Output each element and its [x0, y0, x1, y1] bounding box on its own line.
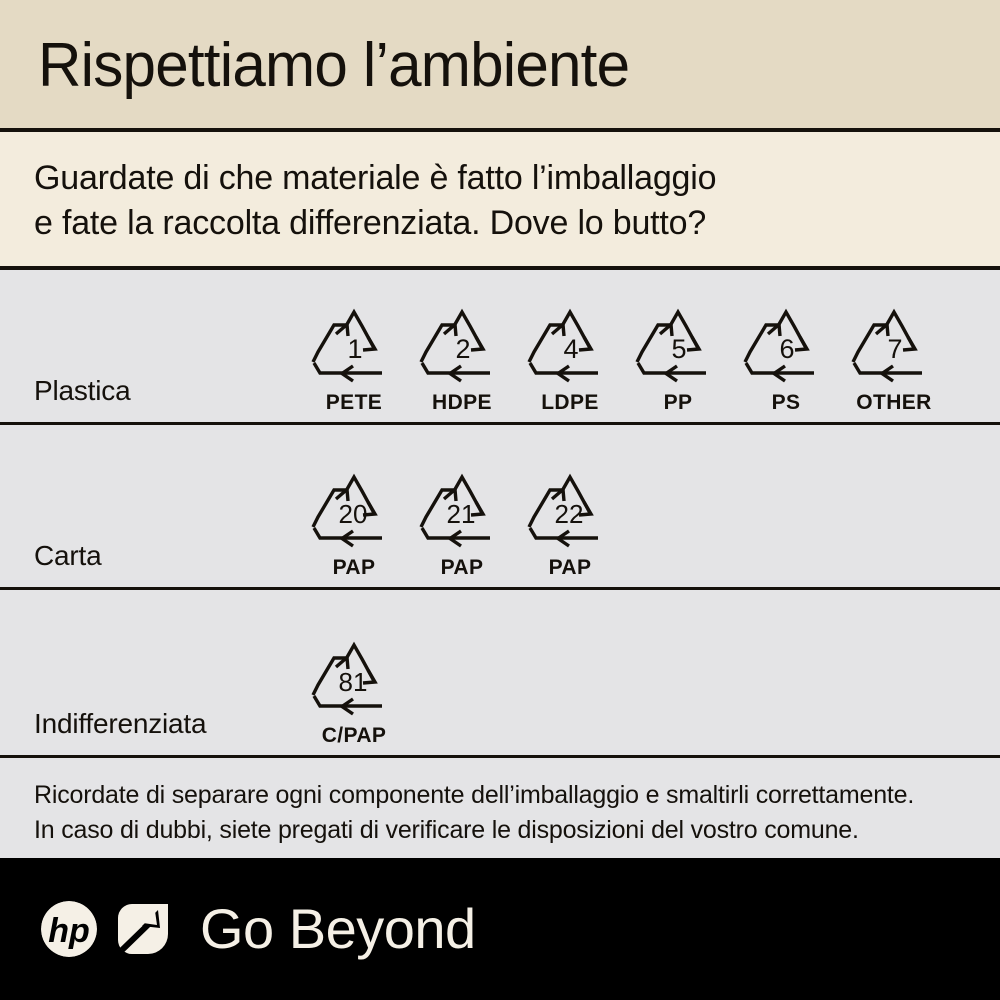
hp-logo-icon: hp	[38, 898, 100, 960]
symbol-number: 1	[347, 334, 362, 364]
recycling-triangle-icon: 2	[419, 308, 490, 383]
symbol-number: 81	[339, 667, 368, 697]
symbol-code: HDPE	[432, 391, 492, 414]
symbol-group-plastica: 1 PETE 2	[300, 306, 1000, 425]
subtitle-line-1: Guardate di che materiale è fatto l’imba…	[34, 159, 717, 197]
symbol-number: 21	[447, 499, 476, 529]
symbol-code: PAP	[548, 556, 592, 579]
row-divider-carta	[0, 587, 1000, 590]
symbol-number: 6	[779, 334, 794, 364]
leaf-arrow-icon	[114, 898, 176, 960]
symbol-number: 2	[455, 334, 470, 364]
disclaimer-note: Ricordate di separare ogni componente de…	[0, 758, 1000, 858]
note-line-1: Ricordate di separare ogni componente de…	[34, 781, 915, 809]
recycling-triangle-icon: 6	[743, 308, 814, 383]
recycling-triangle-icon: 5	[635, 308, 706, 383]
recycling-triangle-icon: 21	[419, 473, 490, 548]
symbol-number: 22	[555, 499, 584, 529]
row-label-indifferenziata: Indifferenziata	[34, 708, 207, 739]
subtitle-divider	[0, 266, 1000, 270]
recycling-triangle-icon: 22	[527, 473, 598, 548]
note-line-2: In caso di dubbi, siete pregati di verif…	[34, 815, 859, 844]
recycling-triangle-icon: 4	[527, 308, 598, 383]
symbol-ps: 6 PS	[732, 306, 840, 415]
symbol-pp: 5 PP	[624, 306, 732, 415]
symbol-ldpe: 4 LDPE	[516, 306, 624, 415]
row-divider-indifferenziata	[0, 755, 1000, 758]
title-band: Rispettiamo l’ambiente	[0, 0, 1000, 132]
subtitle-line-2: e fate la raccolta differenziata. Dove l…	[34, 203, 707, 242]
subtitle-band: Guardate di che materiale è fatto l’imba…	[0, 132, 1000, 270]
page-title: Rispettiamo l’ambiente	[38, 31, 630, 100]
recycling-triangle-icon: 1	[311, 308, 382, 383]
symbol-number: 5	[671, 334, 686, 364]
recycling-triangle-icon: 20	[311, 473, 382, 548]
title-divider	[0, 128, 1000, 132]
symbol-code: C/PAP	[321, 724, 387, 747]
symbol-group-indifferenziata: 81 C/PAP	[300, 639, 1000, 758]
symbol-code: PAP	[332, 556, 376, 579]
symbol-other: 7 OTHER	[840, 306, 948, 415]
table-row-carta: Carta 20 PAP	[0, 425, 1000, 590]
row-label-carta: Carta	[34, 540, 102, 571]
table-row-plastica: Plastica 1 PETE	[0, 270, 1000, 425]
symbol-code: OTHER	[856, 391, 932, 414]
symbol-code: PETE	[325, 391, 383, 414]
symbol-pete: 1 PETE	[300, 306, 408, 415]
symbol-pap-22: 22 PAP	[516, 471, 624, 580]
symbol-pap-20: 20 PAP	[300, 471, 408, 580]
symbol-number: 7	[887, 334, 902, 364]
symbol-pap-21: 21 PAP	[408, 471, 516, 580]
brand-bar: hp Go Beyond	[0, 858, 1000, 1000]
brand-wordmark: Go Beyond	[200, 897, 476, 960]
symbol-code: PP	[663, 391, 693, 414]
symbol-number: 20	[339, 499, 368, 529]
recycling-triangle-icon: 7	[851, 308, 922, 383]
table-row-indifferenziata: Indifferenziata 81 C/PA	[0, 590, 1000, 758]
symbol-number: 4	[563, 334, 578, 364]
symbol-code: PS	[771, 391, 801, 414]
symbol-hdpe: 2 HDPE	[408, 306, 516, 415]
symbol-code: PAP	[440, 556, 484, 579]
symbol-group-carta: 20 PAP 21	[300, 471, 1000, 590]
recycling-triangle-icon: 81	[311, 641, 382, 716]
materials-table: Plastica 1 PETE	[0, 270, 1000, 758]
row-divider-plastica	[0, 422, 1000, 425]
symbol-code: LDPE	[541, 391, 599, 414]
symbol-cpap-81: 81 C/PAP	[300, 639, 408, 748]
row-label-plastica: Plastica	[34, 375, 131, 406]
